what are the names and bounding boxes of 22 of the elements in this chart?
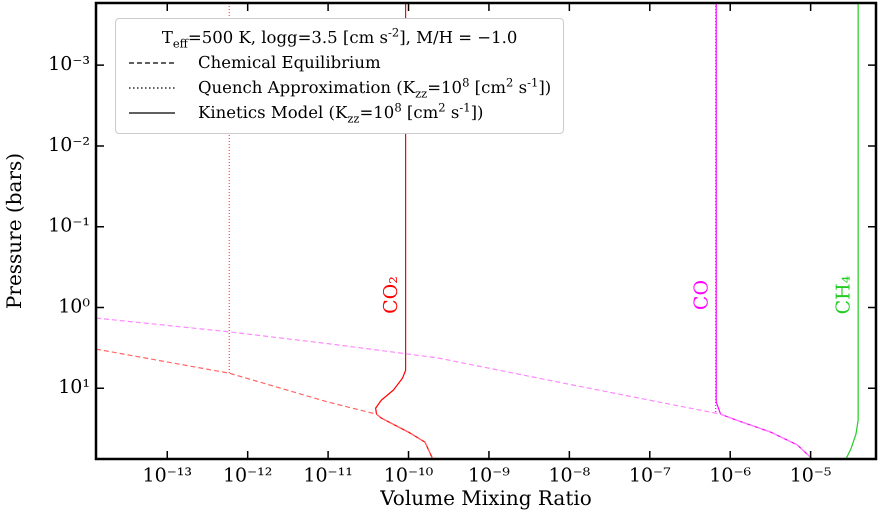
x-tick-label: 10⁻¹³	[142, 464, 192, 486]
x-tick-label: 10⁻⁵	[790, 464, 832, 486]
y-axis-title: Pressure (bars)	[2, 152, 26, 310]
legend-title: T$_{eff}$=500 K, logg=3.5 [cm s$^{-2}$], M/H = −1.0	[160, 25, 518, 50]
annotation: CO	[690, 280, 713, 310]
x-tick-label: 10⁻⁹	[468, 464, 510, 486]
y-tick-label: 10⁻¹	[48, 214, 90, 237]
x-tick-label: 10⁻⁸	[548, 464, 591, 486]
x-tick-label: 10⁻⁶	[709, 464, 752, 486]
annotation: CH₄	[832, 275, 855, 314]
y-tick-label: 10⁻²	[48, 134, 90, 156]
legend-panel: T$_{eff}$=500 K, logg=3.5 [cm s$^{-2}$], M/H = −1.0 Chemical Equilibrium Quench Approximation (K$_{zz}$=10$^{8}$ [cm$^{2}$ s$^{-1}$]) Kinetics Model (K$_{zz}$=10$^{8}$ [cm$^{2}$ s$^{-1}$])	[115, 18, 564, 134]
x-tick-label: 10⁻¹²	[222, 464, 272, 486]
x-tick-label: 10⁻¹⁰	[384, 464, 434, 486]
x-axis-title: Volume Mixing Ratio	[379, 486, 592, 510]
annotation: CO₂	[380, 276, 402, 314]
y-tick-label: 10¹	[58, 376, 90, 398]
x-tick-label: 10⁻¹¹	[303, 464, 353, 486]
x-tick-label: 10⁻⁷	[628, 464, 672, 486]
y-tick-label: 10⁻³	[48, 53, 90, 76]
annotation: Chemical Equilibrium	[198, 52, 381, 74]
y-tick-label: 10⁰	[58, 295, 90, 318]
